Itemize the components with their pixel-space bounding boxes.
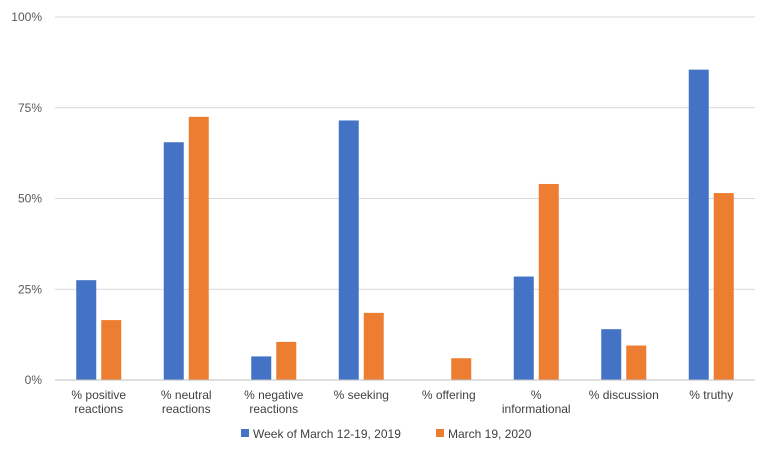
x-category-line: reactions: [162, 402, 211, 416]
bar-series1-0: [76, 280, 97, 380]
legend-label-2: March 19, 2020: [448, 427, 532, 441]
bar-series2-5: [538, 183, 559, 380]
x-category-line: reactions: [249, 402, 298, 416]
x-category-line: informational: [502, 402, 571, 416]
bar-series2-7: [713, 193, 734, 380]
x-category-line: % offering: [422, 388, 476, 402]
bar-series1-2: [251, 356, 272, 380]
x-category-line: % discussion: [589, 388, 659, 402]
bar-series2-3: [363, 312, 384, 380]
bar-series1-6: [601, 329, 622, 380]
x-axis-categories: % positive reactions% neutral reactions% n…: [71, 388, 733, 416]
x-category-label: % neutral reactions: [161, 388, 212, 416]
legend-swatch-1: [241, 429, 249, 437]
x-category-label: % negative reactions: [244, 388, 304, 416]
legend-label-1: Week of March 12-19, 2019: [253, 427, 401, 441]
bar-series2-6: [626, 345, 647, 380]
x-category-line: % neutral: [161, 388, 212, 402]
x-category-line: % truthy: [689, 388, 733, 402]
x-category-label: % discussion: [589, 388, 659, 402]
bar-series1-1: [163, 142, 184, 380]
y-axis-ticks: 0% 25% 50% 75% 100%: [11, 10, 42, 387]
x-category-line: %: [531, 388, 542, 402]
x-category-label: % truthy: [689, 388, 733, 402]
bar-series2-1: [188, 116, 209, 380]
bar-series1-5: [513, 276, 534, 380]
bar-series1-3: [338, 120, 359, 380]
y-tick-label: 100%: [11, 10, 42, 24]
bar-series2-4: [451, 358, 472, 380]
x-category-label: % seeking: [334, 388, 389, 402]
x-category-label: % informational: [502, 388, 571, 416]
bars: [76, 69, 734, 380]
x-category-label: % positive reactions: [71, 388, 126, 416]
bar-series2-2: [276, 341, 297, 380]
bar-series1-7: [688, 69, 709, 380]
legend: Week of March 12-19, 2019 March 19, 2020: [241, 427, 532, 441]
y-tick-label: 0%: [25, 373, 43, 387]
x-category-line: reactions: [74, 402, 123, 416]
x-category-line: % positive: [71, 388, 126, 402]
y-tick-label: 75%: [18, 101, 42, 115]
x-category-line: % seeking: [334, 388, 389, 402]
legend-swatch-2: [436, 429, 444, 437]
gridlines: [55, 16, 755, 290]
y-tick-label: 25%: [18, 282, 42, 296]
y-tick-label: 50%: [18, 192, 42, 206]
x-category-label: % offering: [422, 388, 476, 402]
bar-series2-0: [101, 320, 122, 380]
x-category-line: % negative: [244, 388, 304, 402]
